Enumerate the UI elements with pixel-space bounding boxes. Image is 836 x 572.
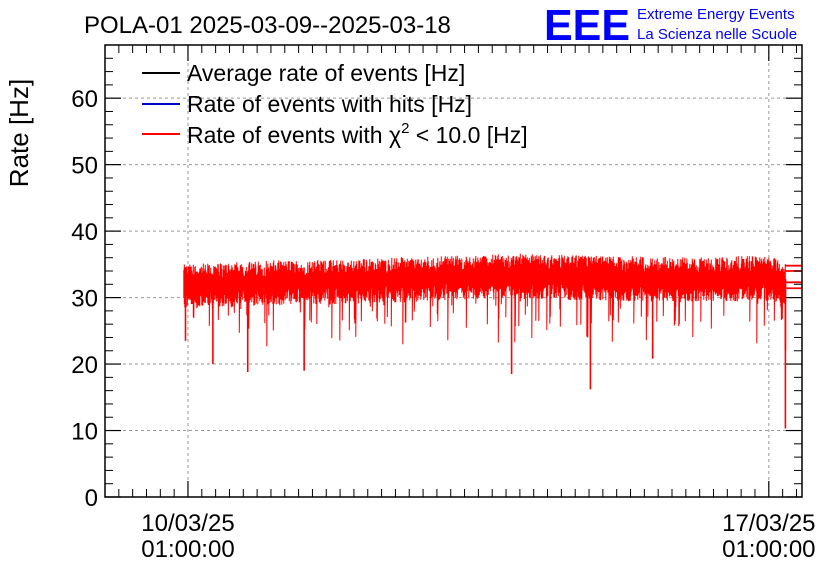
eee-logo-line1: Extreme Energy Events	[637, 6, 795, 23]
axes: 010203040506010/03/2501:00:0017/03/2501:…	[71, 44, 816, 563]
y-tick-label: 30	[71, 286, 98, 313]
x-tick-label-date: 17/03/25	[722, 510, 815, 537]
legend-label-chi2-sup: 2	[401, 120, 409, 137]
y-tick-label: 10	[71, 419, 98, 446]
legend-label-chi2-suffix: < 10.0 [Hz]	[409, 122, 527, 148]
x-tick-label-date: 10/03/25	[141, 510, 234, 537]
legend: Average rate of events [Hz] Rate of even…	[142, 60, 528, 148]
x-tick-label-time: 01:00:00	[722, 536, 815, 563]
x-tick-label-time: 01:00:00	[141, 536, 234, 563]
legend-label-chi2: Rate of events with χ2 < 10.0 [Hz]	[187, 120, 528, 148]
legend-label-chi2-symbol: χ	[389, 122, 401, 148]
eee-logo-line2: La Scienza nelle Scuole	[637, 26, 797, 43]
legend-label-chi2-prefix: Rate of events with	[187, 122, 389, 148]
legend-label-hits: Rate of events with hits [Hz]	[187, 91, 472, 117]
legend-label-average: Average rate of events [Hz]	[187, 60, 465, 86]
y-tick-label: 50	[71, 153, 98, 180]
series-line-chi2	[183, 253, 786, 347]
y-tick-label: 60	[71, 86, 98, 113]
y-axis-label: Rate [Hz]	[4, 79, 34, 187]
y-tick-label: 40	[71, 219, 98, 246]
y-tick-label: 0	[85, 485, 98, 512]
eee-logo-mark: EEE	[544, 1, 630, 50]
series-rate-chi2	[183, 253, 802, 429]
eee-logo: EEE Extreme Energy Events La Scienza nel…	[544, 1, 797, 50]
chart-title: POLA-01 2025-03-09--2025-03-18	[84, 12, 451, 39]
plot-frame	[104, 44, 803, 498]
y-tick-label: 20	[71, 352, 98, 379]
